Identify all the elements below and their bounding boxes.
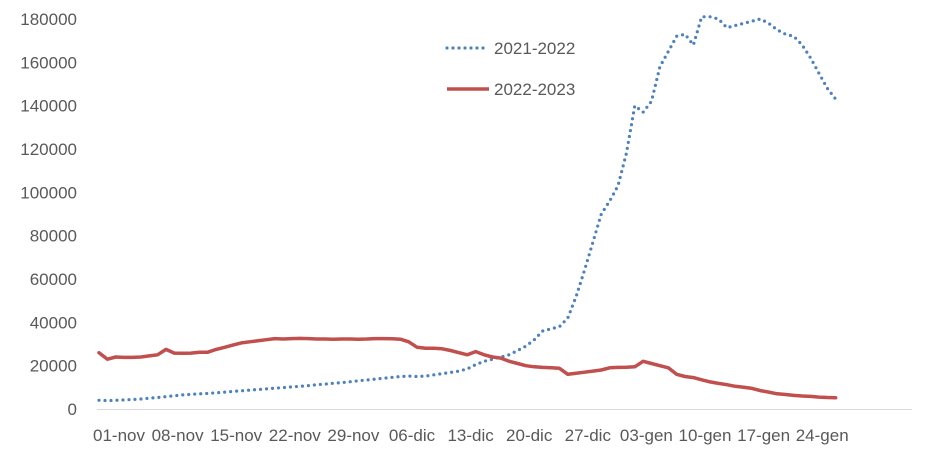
x-tick-label: 24-gen xyxy=(796,426,849,445)
y-tick-label: 60000 xyxy=(30,270,77,289)
legend-label-2021-2022: 2021-2022 xyxy=(494,39,575,58)
legend-label-2022-2023: 2022-2023 xyxy=(494,80,575,99)
y-tick-label: 100000 xyxy=(20,183,77,202)
x-tick-label: 29-nov xyxy=(327,426,379,445)
series-line-2022-2023 xyxy=(97,336,838,400)
x-tick-label: 01-nov xyxy=(93,426,145,445)
x-tick-label: 03-gen xyxy=(620,426,673,445)
series-line-2021-2022 xyxy=(97,15,838,403)
x-tick-label: 15-nov xyxy=(210,426,262,445)
y-tick-label: 20000 xyxy=(30,357,77,376)
x-axis: 01-nov 08-nov 15-nov 22-nov 29-nov 06-dic 13-d… xyxy=(93,409,912,445)
y-tick-label: 180000 xyxy=(20,10,77,29)
x-tick-label: 22-nov xyxy=(269,426,321,445)
legend: 2021-2022 2022-2023 xyxy=(445,39,575,99)
y-tick-label: 0 xyxy=(68,400,77,419)
y-tick-label: 80000 xyxy=(30,227,77,246)
y-tick-label: 160000 xyxy=(20,53,77,72)
y-tick-label: 140000 xyxy=(20,97,77,116)
x-tick-label: 20-dic xyxy=(506,426,553,445)
series-layer xyxy=(97,15,838,403)
y-axis: 0 20000 40000 60000 80000 100000 120000 140000 1… xyxy=(20,10,77,419)
x-tick-label: 13-dic xyxy=(447,426,494,445)
y-tick-label: 40000 xyxy=(30,313,77,332)
y-tick-label: 120000 xyxy=(20,140,77,159)
x-tick-label: 27-dic xyxy=(565,426,612,445)
x-tick-label: 17-gen xyxy=(737,426,790,445)
x-tick-label: 08-nov xyxy=(152,426,204,445)
x-tick-label: 10-gen xyxy=(679,426,732,445)
x-tick-label: 06-dic xyxy=(389,426,436,445)
